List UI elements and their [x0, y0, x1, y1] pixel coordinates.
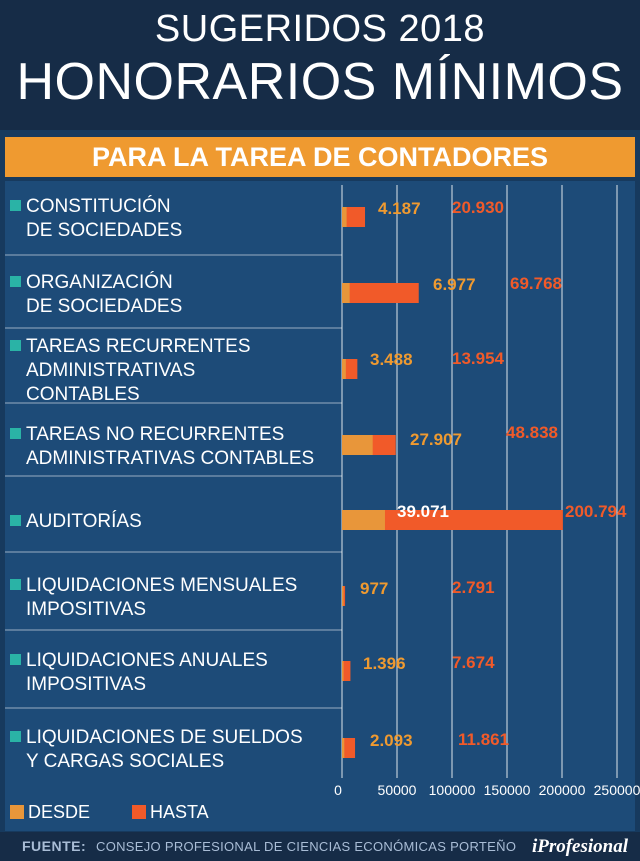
- category-label: CONSTITUCIÓN: [26, 195, 171, 217]
- bar-hasta: [342, 738, 356, 758]
- category-label: LIQUIDACIONES DE SUELDOS: [26, 727, 303, 748]
- legend-desde: DESDE: [10, 801, 90, 823]
- legend-desde-label: DESDE: [28, 802, 91, 822]
- label-desde: 977: [360, 579, 388, 598]
- bar-hasta: [342, 661, 351, 681]
- category-label: IMPOSITIVAS: [26, 599, 146, 620]
- label-desde: 4.187: [378, 199, 421, 218]
- label-hasta: 20.930: [452, 198, 504, 217]
- legend-desde-swatch: [10, 805, 24, 819]
- label-desde: 2.093: [370, 731, 413, 750]
- footer: FUENTE: CONSEJO PROFESIONAL DE CIENCIAS …: [0, 832, 640, 861]
- x-tick-label: 50000: [378, 782, 417, 798]
- label-hasta: 11.861: [458, 730, 509, 749]
- category-label: ADMINISTRATIVAS: [26, 360, 195, 381]
- source-text: CONSEJO PROFESIONAL DE CIENCIAS ECONÓMIC…: [96, 839, 517, 854]
- label-hasta: 2.791: [452, 578, 495, 597]
- category-label: ADMINISTRATIVAS CONTABLES: [26, 448, 314, 469]
- category-bullet: [10, 731, 21, 742]
- bar-desde: [342, 510, 385, 530]
- category-label: IMPOSITIVAS: [26, 674, 146, 695]
- category-bullet: [10, 515, 21, 526]
- category-bullet: [10, 340, 21, 351]
- brand-logo: iProfesional: [531, 836, 628, 857]
- category-label: TAREAS NO RECURRENTES: [26, 424, 284, 445]
- category-label: AUDITORÍAS: [26, 511, 142, 532]
- legend-hasta-label: HASTA: [150, 802, 209, 822]
- category-bullet: [10, 276, 21, 287]
- bar-desde: [342, 359, 346, 379]
- category-label: LIQUIDACIONES MENSUALES: [26, 575, 297, 596]
- bar-hasta: [342, 510, 563, 530]
- bar-hasta: [342, 359, 358, 379]
- bar-desde: [342, 738, 345, 758]
- x-tick-label: 200000: [539, 782, 586, 798]
- category-bullet: [10, 579, 21, 590]
- category-bullet: [10, 654, 21, 665]
- category-label: TAREAS RECURRENTES: [26, 336, 251, 357]
- category-bullet: [10, 200, 21, 211]
- category-label: LIQUIDACIONES ANUALES: [26, 650, 268, 671]
- x-tick-label: 100000: [429, 782, 476, 798]
- category-label: ORGANIZACIÓN: [26, 271, 173, 293]
- category-label: Y CARGAS SOCIALES: [26, 751, 224, 772]
- x-tick-label: 150000: [484, 782, 531, 798]
- category-label: DE SOCIEDADES: [26, 220, 182, 241]
- category-label: DE SOCIEDADES: [26, 296, 182, 317]
- bar-desde: [342, 661, 344, 681]
- title-line-1: SUGERIDOS 2018: [154, 8, 486, 50]
- label-hasta: 69.768: [510, 274, 562, 293]
- legend-hasta: HASTA: [132, 801, 209, 823]
- label-hasta: 7.674: [452, 653, 495, 672]
- label-desde: 39.071: [397, 502, 449, 521]
- category-label: CONTABLES: [26, 384, 140, 405]
- legend-hasta-swatch: [132, 805, 146, 819]
- x-tick-label: 250000: [594, 782, 640, 798]
- label-desde: 3.488: [370, 350, 413, 369]
- label-desde: 27.907: [410, 430, 462, 449]
- header: SUGERIDOS 2018 HONORARIOS MÍNIMOS: [0, 0, 640, 130]
- bar-hasta: [342, 586, 346, 606]
- chart-panel: [5, 181, 635, 831]
- category-bullet: [10, 428, 21, 439]
- bar-desde: [342, 283, 350, 303]
- label-desde: 6.977: [433, 275, 476, 294]
- bar-hasta: [342, 283, 419, 303]
- source-label: FUENTE:: [22, 838, 87, 854]
- title-line-2: HONORARIOS MÍNIMOS: [16, 53, 624, 111]
- label-hasta: 13.954: [452, 349, 505, 368]
- bar-desde: [342, 435, 373, 455]
- x-tick-label: 0: [334, 782, 342, 798]
- label-hasta: 200.794: [565, 502, 627, 521]
- label-hasta: 48.838: [506, 423, 558, 442]
- subtitle-banner: PARA LA TAREA DE CONTADORES: [5, 137, 635, 177]
- bar-chart: CONSTITUCIÓN DE SOCIEDADES 4.187 20.930 ORGA…: [5, 185, 640, 798]
- bar-desde: [342, 207, 347, 227]
- bar-hasta: [342, 207, 366, 227]
- label-desde: 1.396: [363, 654, 406, 673]
- bar-desde: [342, 586, 344, 606]
